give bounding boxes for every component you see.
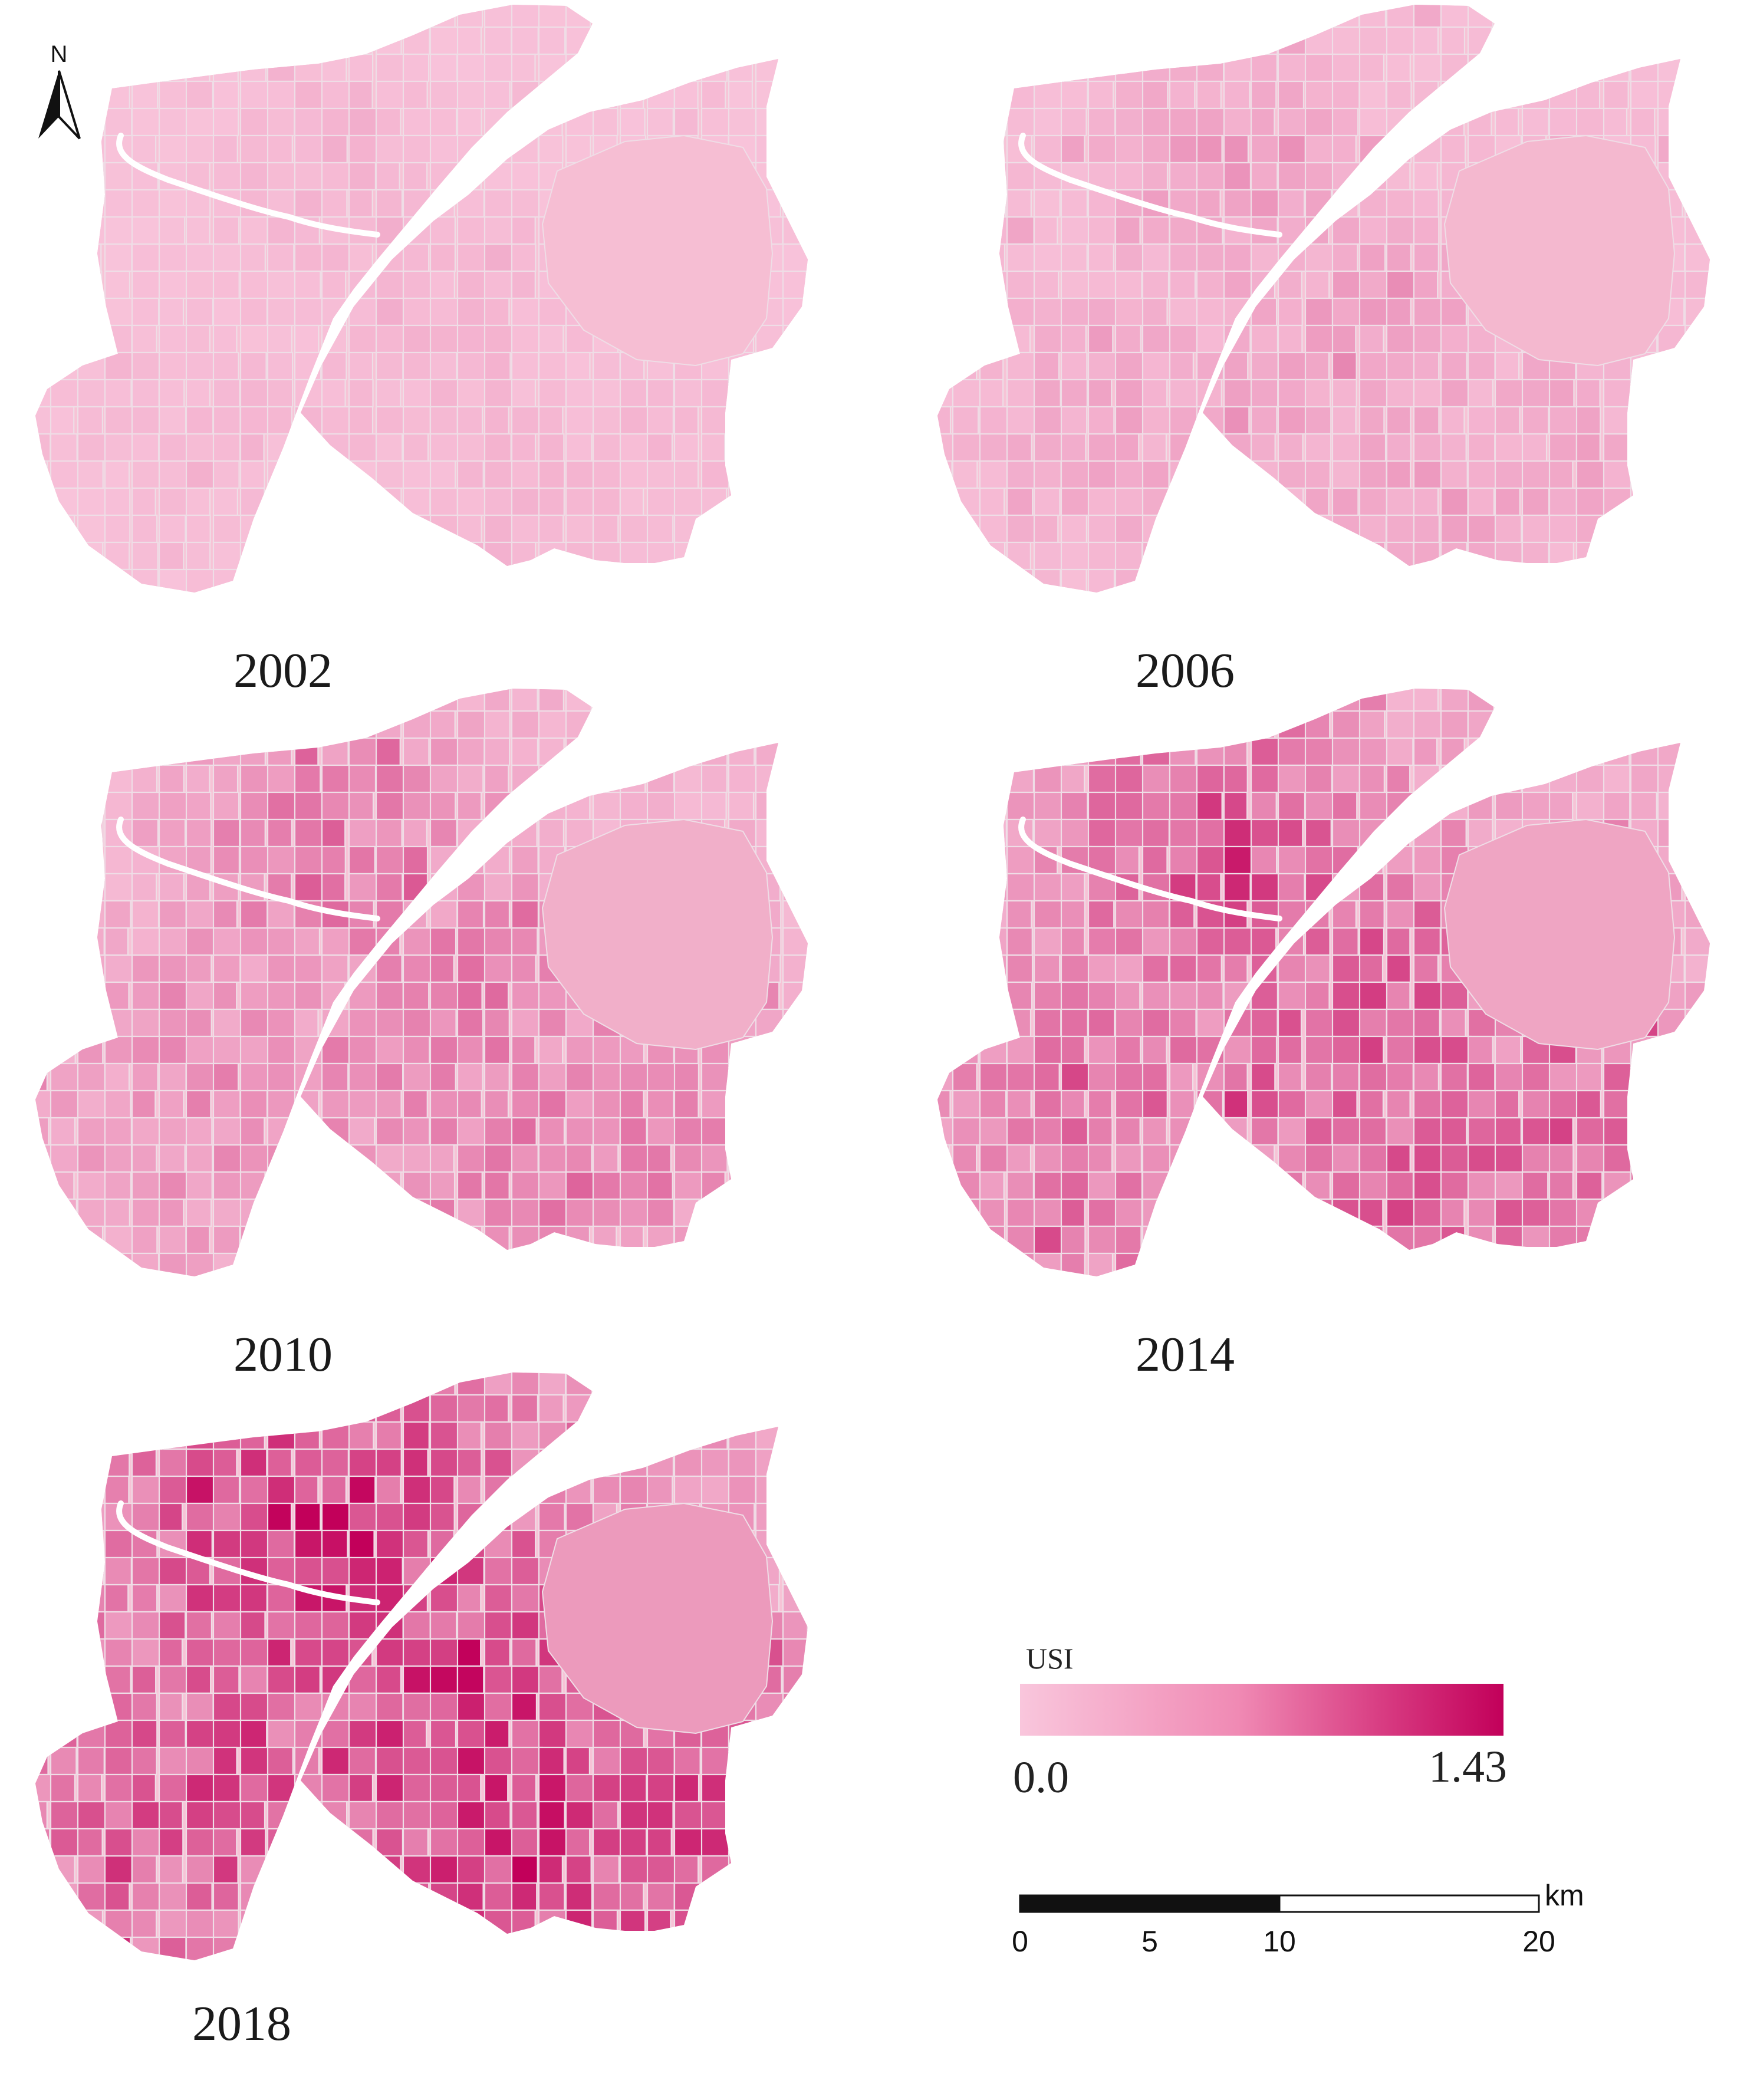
map-panel-2014: 2014 xyxy=(937,689,1710,1382)
legend-color-ramp xyxy=(1020,1684,1503,1736)
scale-bar-black-segment xyxy=(1020,1895,1279,1912)
year-label: 2002 xyxy=(233,643,333,698)
river-line xyxy=(1018,817,1282,921)
year-label: 2018 xyxy=(192,1996,291,2051)
river-line xyxy=(116,817,380,921)
scale-bar-white-segment xyxy=(1278,1894,1540,1913)
legend-title: USI xyxy=(1026,1642,1074,1675)
year-label: 2010 xyxy=(233,1327,333,1382)
lake-area xyxy=(1443,134,1676,367)
river-line xyxy=(116,133,380,238)
north-arrow-icon xyxy=(38,71,59,139)
year-label: 2014 xyxy=(1136,1327,1235,1382)
scale-tick-0: 0 xyxy=(1012,1925,1028,1958)
river-line xyxy=(1018,133,1282,238)
map-panel-2010: 2010 xyxy=(35,689,808,1382)
scale-bar: km 0 5 10 20 xyxy=(1012,1879,1584,1958)
lake-area xyxy=(541,818,774,1051)
legend-min-label: 0.0 xyxy=(1013,1753,1069,1802)
scale-tick-5: 5 xyxy=(1141,1925,1158,1958)
north-label: N xyxy=(51,41,68,67)
year-label: 2006 xyxy=(1136,643,1235,698)
lake-area xyxy=(1443,818,1676,1051)
scale-unit: km xyxy=(1545,1879,1584,1912)
scale-tick-20: 20 xyxy=(1522,1925,1555,1958)
lake-area xyxy=(541,134,774,367)
scale-tick-10: 10 xyxy=(1263,1925,1296,1958)
north-arrow: N xyxy=(38,41,81,140)
usi-legend: USI 0.0 1.43 xyxy=(1013,1642,1507,1802)
map-panel-2002: 2002 xyxy=(35,5,808,698)
river-line xyxy=(116,1500,380,1605)
map-panel-2018: 2018 xyxy=(35,1372,808,2051)
map-panel-2006: 2006 xyxy=(937,5,1710,698)
legend-max-label: 1.43 xyxy=(1429,1742,1507,1792)
lake-area xyxy=(541,1502,774,1734)
